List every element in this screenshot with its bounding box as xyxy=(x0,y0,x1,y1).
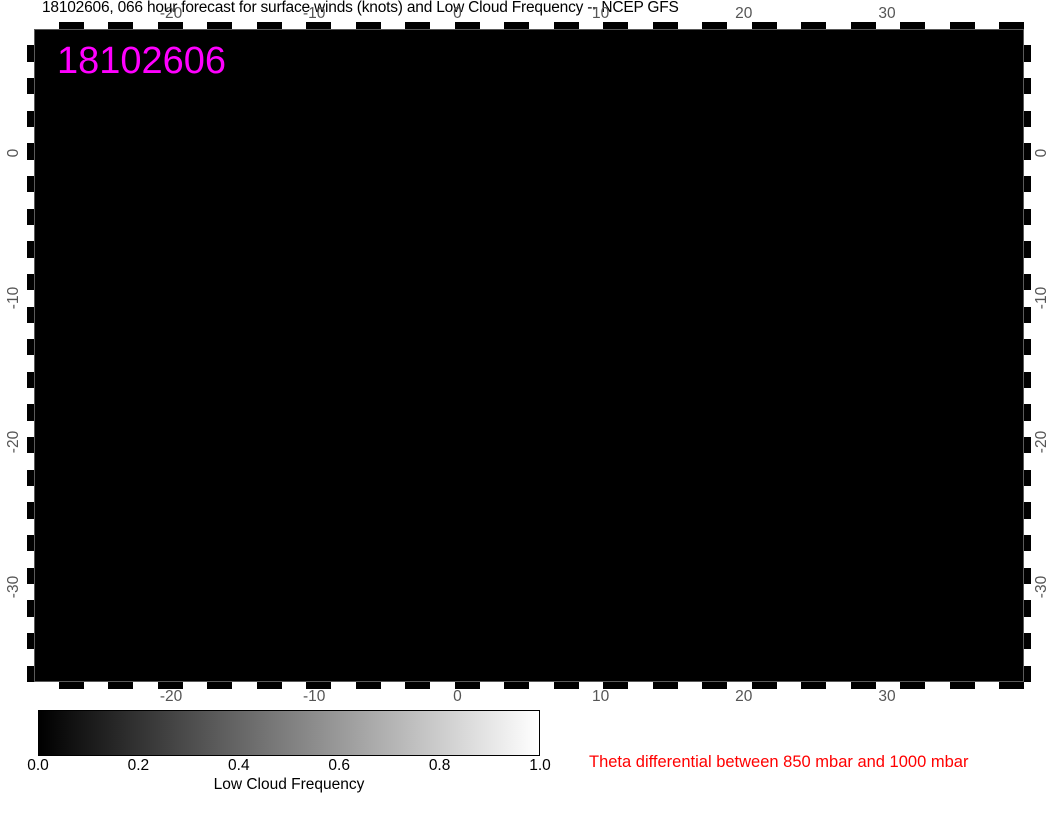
y-tick-left-2: -20 xyxy=(5,431,22,454)
x-tick-top-4: 20 xyxy=(735,5,753,22)
theta-differential-note: Theta differential between 850 mbar and … xyxy=(589,753,969,771)
colorbar-tick-2: 0.4 xyxy=(228,757,250,774)
y-tick-right-2: -20 xyxy=(1033,431,1050,454)
y-tick-right-0: 0 xyxy=(1033,148,1050,158)
x-tick-top-5: 30 xyxy=(878,5,896,22)
page-title: 18102606, 066 hour forecast for surface … xyxy=(42,0,679,16)
colorbar[interactable] xyxy=(38,710,540,756)
colorbar-axis-label: Low Cloud Frequency xyxy=(213,776,365,793)
axis-tickbar-left xyxy=(27,29,34,682)
axis-tickbar-bottom xyxy=(34,682,1024,689)
x-tick-bottom-0: -20 xyxy=(159,688,183,705)
axis-tickbar-right xyxy=(1024,29,1031,682)
colorbar-tick-4: 0.8 xyxy=(428,757,451,774)
x-tick-bottom-5: 30 xyxy=(878,688,896,705)
colorbar-tick-0: 0.0 xyxy=(27,757,49,774)
x-tick-top-3: 10 xyxy=(591,5,610,22)
y-tick-left-3: -30 xyxy=(5,575,22,599)
x-tick-bottom-3: 10 xyxy=(591,688,610,705)
x-tick-top-1: -10 xyxy=(303,5,326,22)
map-plot-area[interactable]: 18102606 xyxy=(34,29,1024,682)
y-tick-right-3: -30 xyxy=(1033,575,1050,599)
weather-map-canvas[interactable] xyxy=(35,30,1023,681)
colorbar-tick-1: 0.2 xyxy=(127,757,150,774)
x-tick-bottom-2: 0 xyxy=(453,688,462,705)
axis-tickbar-top xyxy=(34,22,1024,29)
x-tick-bottom-1: -10 xyxy=(303,688,326,705)
x-tick-top-0: -20 xyxy=(159,5,183,22)
y-tick-left-0: 0 xyxy=(5,148,22,158)
colorbar-tick-3: 0.6 xyxy=(328,757,350,774)
y-tick-right-1: -10 xyxy=(1033,286,1050,309)
colorbar-tick-5: 1.0 xyxy=(529,757,551,774)
x-tick-bottom-4: 20 xyxy=(735,688,753,705)
x-tick-top-2: 0 xyxy=(453,5,462,22)
y-tick-left-1: -10 xyxy=(5,286,22,309)
colorbar-gradient xyxy=(38,710,540,756)
